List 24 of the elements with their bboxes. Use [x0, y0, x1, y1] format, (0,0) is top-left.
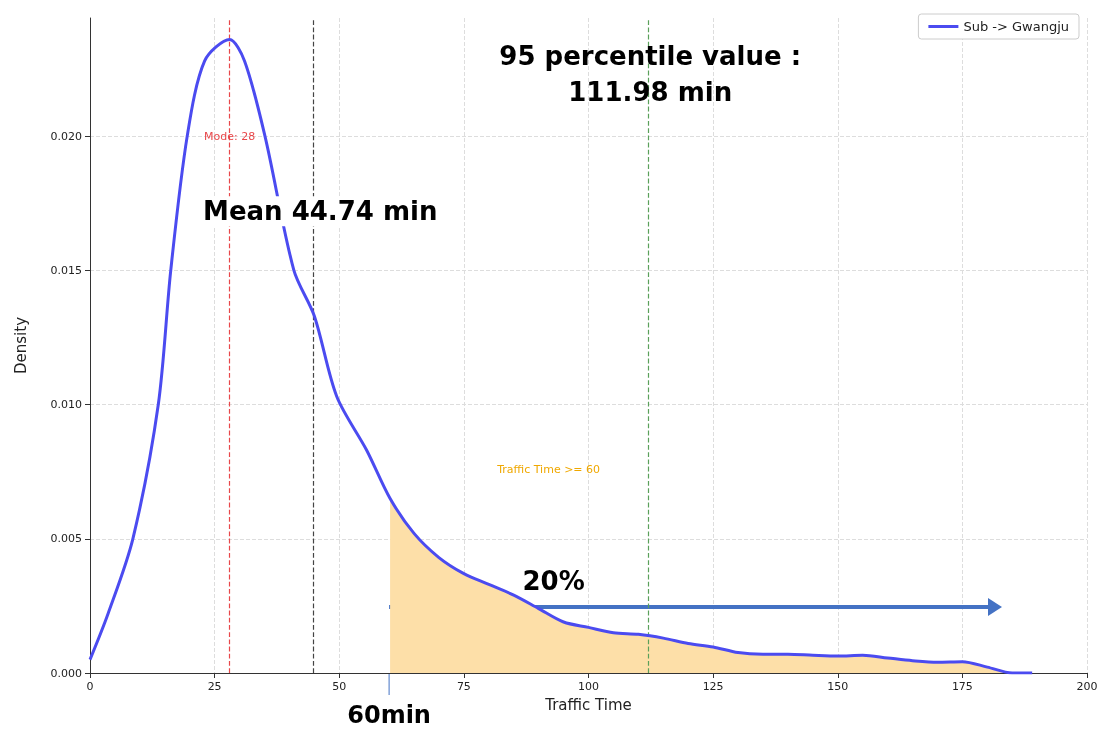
x-tick-label: 100 [578, 680, 599, 693]
ref-line-label: Mode: 28 [203, 129, 256, 143]
x-tick-label: 0 [86, 680, 94, 693]
legend-label: Sub -> Gwangju [963, 19, 1069, 34]
y-axis-title: Density [11, 316, 30, 375]
y-tick-label: 0.000 [50, 666, 82, 680]
x-tick-label: 50 [332, 680, 347, 693]
ref-line-label: 95 percentile value : 111.98 min [499, 41, 802, 108]
y-tick-label: 0.010 [50, 398, 82, 412]
annotation: 60min [347, 701, 431, 729]
x-tick-label: 200 [1076, 680, 1098, 693]
x-tick-label: 175 [951, 680, 973, 693]
y-tick-label: 0.005 [50, 532, 82, 546]
x-tick-label: 25 [207, 680, 222, 693]
x-tick-label: 125 [702, 680, 724, 693]
y-tick-label: 0.015 [50, 263, 82, 277]
y-tick-label: 0.020 [50, 129, 82, 143]
annotation: Traffic Time >= 60 [496, 463, 601, 477]
ref-line-label: Mean 44.74 min [203, 196, 438, 227]
x-tick-label: 75 [456, 680, 471, 693]
x-axis-title: Traffic Time [544, 695, 632, 714]
x-tick-label: 150 [827, 680, 849, 693]
annotation: 20% [522, 566, 585, 597]
line-series [88, 37, 1034, 675]
